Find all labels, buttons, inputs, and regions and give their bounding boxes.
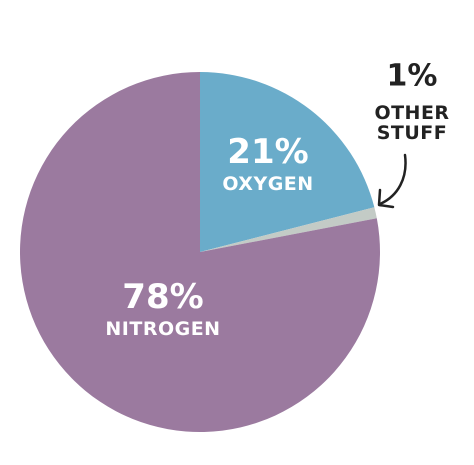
category-label: NITROGEN (105, 318, 221, 341)
value-label: 1% (386, 58, 438, 94)
pie-slice (200, 72, 375, 252)
pie-slice (19, 72, 380, 432)
value-label: 21% (227, 132, 309, 173)
arrow-head (377, 188, 395, 209)
category-label: OTHER STUFF (374, 102, 450, 144)
value-label: 78% (122, 277, 204, 318)
slices (19, 72, 380, 432)
arrow (378, 153, 407, 206)
category-label: OXYGEN (222, 173, 314, 196)
pie-slice (200, 207, 377, 252)
